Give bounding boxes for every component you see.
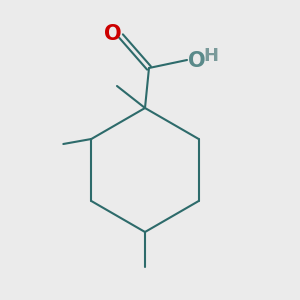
Text: O: O bbox=[104, 24, 122, 44]
Text: O: O bbox=[188, 51, 206, 71]
Text: H: H bbox=[203, 47, 218, 65]
